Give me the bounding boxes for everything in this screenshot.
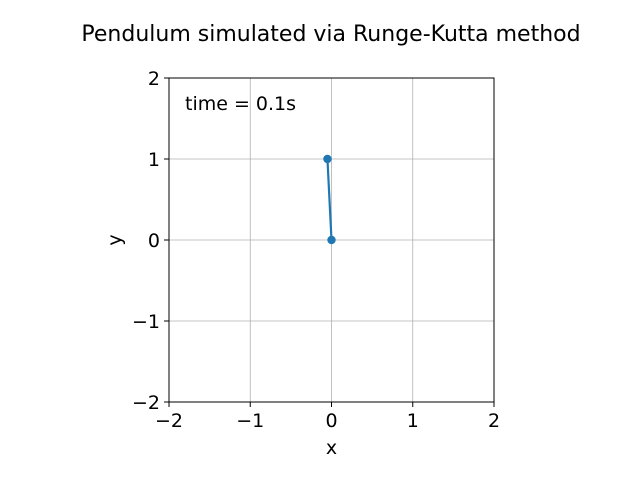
x-tick-label: −1 xyxy=(236,410,264,432)
y-ticks: −2 −1 0 1 2 xyxy=(132,68,169,414)
x-tick-label: 1 xyxy=(407,410,419,432)
x-axis-label: x xyxy=(326,437,337,459)
y-tick-label: 0 xyxy=(148,230,160,252)
y-tick-label: 2 xyxy=(148,68,160,90)
bob-point xyxy=(323,154,332,164)
x-tick-label: 0 xyxy=(325,410,337,432)
x-tick-label: 2 xyxy=(488,410,500,432)
y-tick-label: −1 xyxy=(132,311,160,333)
chart-title: Pendulum simulated via Runge-Kutta metho… xyxy=(81,22,580,47)
pivot-point xyxy=(327,235,336,245)
series-layer xyxy=(323,154,336,245)
y-axis-label: y xyxy=(104,234,126,245)
annotation-time: time = 0.1s xyxy=(185,93,296,115)
x-tick-label: −2 xyxy=(155,410,183,432)
pendulum-rod xyxy=(326,158,333,241)
y-tick-label: 1 xyxy=(148,149,160,171)
y-tick-label: −2 xyxy=(132,392,160,414)
x-ticks: −2 −1 0 1 2 xyxy=(155,402,500,432)
